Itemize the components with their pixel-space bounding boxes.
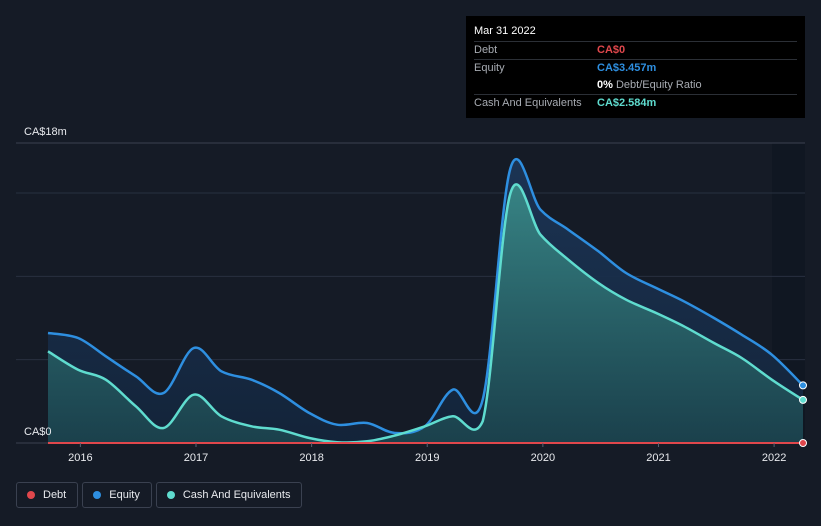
tooltip-equity-row: Equity CA$3.457m (474, 60, 797, 77)
cash-line (47, 183, 804, 444)
x-tick-label: 2022 (762, 452, 786, 464)
equity-end-point[interactable] (799, 381, 807, 390)
tooltip-ratio-pct: 0% (597, 79, 613, 91)
legend-debt-label: Debt (43, 489, 67, 501)
cash-area (48, 184, 803, 443)
legend-equity[interactable]: Equity (82, 482, 152, 508)
tooltip-cash-row: Cash And Equivalents CA$2.584m (474, 95, 797, 112)
tooltip-debt-row: Debt CA$0 (474, 42, 797, 60)
tooltip-equity-label: Equity (474, 62, 505, 74)
x-tick-label: 2017 (184, 452, 208, 464)
tooltip-ratio: 0% Debt/Equity Ratio (597, 77, 702, 94)
tooltip-ratio-row: 0% Debt/Equity Ratio (474, 77, 797, 95)
x-tick-label: 2021 (646, 452, 670, 464)
y-min-label: CA$0 (24, 426, 52, 438)
debt-end-point[interactable] (799, 439, 807, 447)
x-tick-label: 2020 (531, 452, 555, 464)
tooltip-ratio-label: Debt/Equity Ratio (615, 79, 702, 91)
tooltip-cash-value: CA$2.584m (597, 97, 657, 109)
x-tick-label: 2018 (299, 452, 323, 464)
tooltip-debt-label: Debt (474, 44, 498, 56)
equity-dot-icon (93, 491, 102, 499)
legend-cash[interactable]: Cash And Equivalents (155, 482, 303, 508)
data-tooltip: Mar 31 2022 Debt CA$0 Equity CA$3.457m 0… (466, 16, 805, 118)
chart-legend: Debt Equity Cash And Equivalents (16, 482, 303, 510)
legend-debt[interactable]: Debt (16, 482, 79, 508)
legend-cash-label: Cash And Equivalents (182, 489, 291, 501)
y-max-label: CA$18m (24, 126, 67, 138)
tooltip-debt-value: CA$0 (597, 44, 626, 56)
equity-line (47, 157, 804, 435)
cash-end-point[interactable] (799, 395, 807, 404)
tooltip-date: Mar 31 2022 (474, 24, 797, 42)
x-tick-label: 2016 (68, 452, 92, 464)
cash-dot-icon (166, 491, 175, 499)
debt-dot-icon (27, 491, 35, 499)
x-tick-label: 2019 (415, 452, 439, 464)
tooltip-equity-value: CA$3.457m (597, 62, 657, 74)
tooltip-cash-label: Cash And Equivalents (474, 97, 582, 109)
legend-equity-label: Equity (109, 489, 140, 501)
